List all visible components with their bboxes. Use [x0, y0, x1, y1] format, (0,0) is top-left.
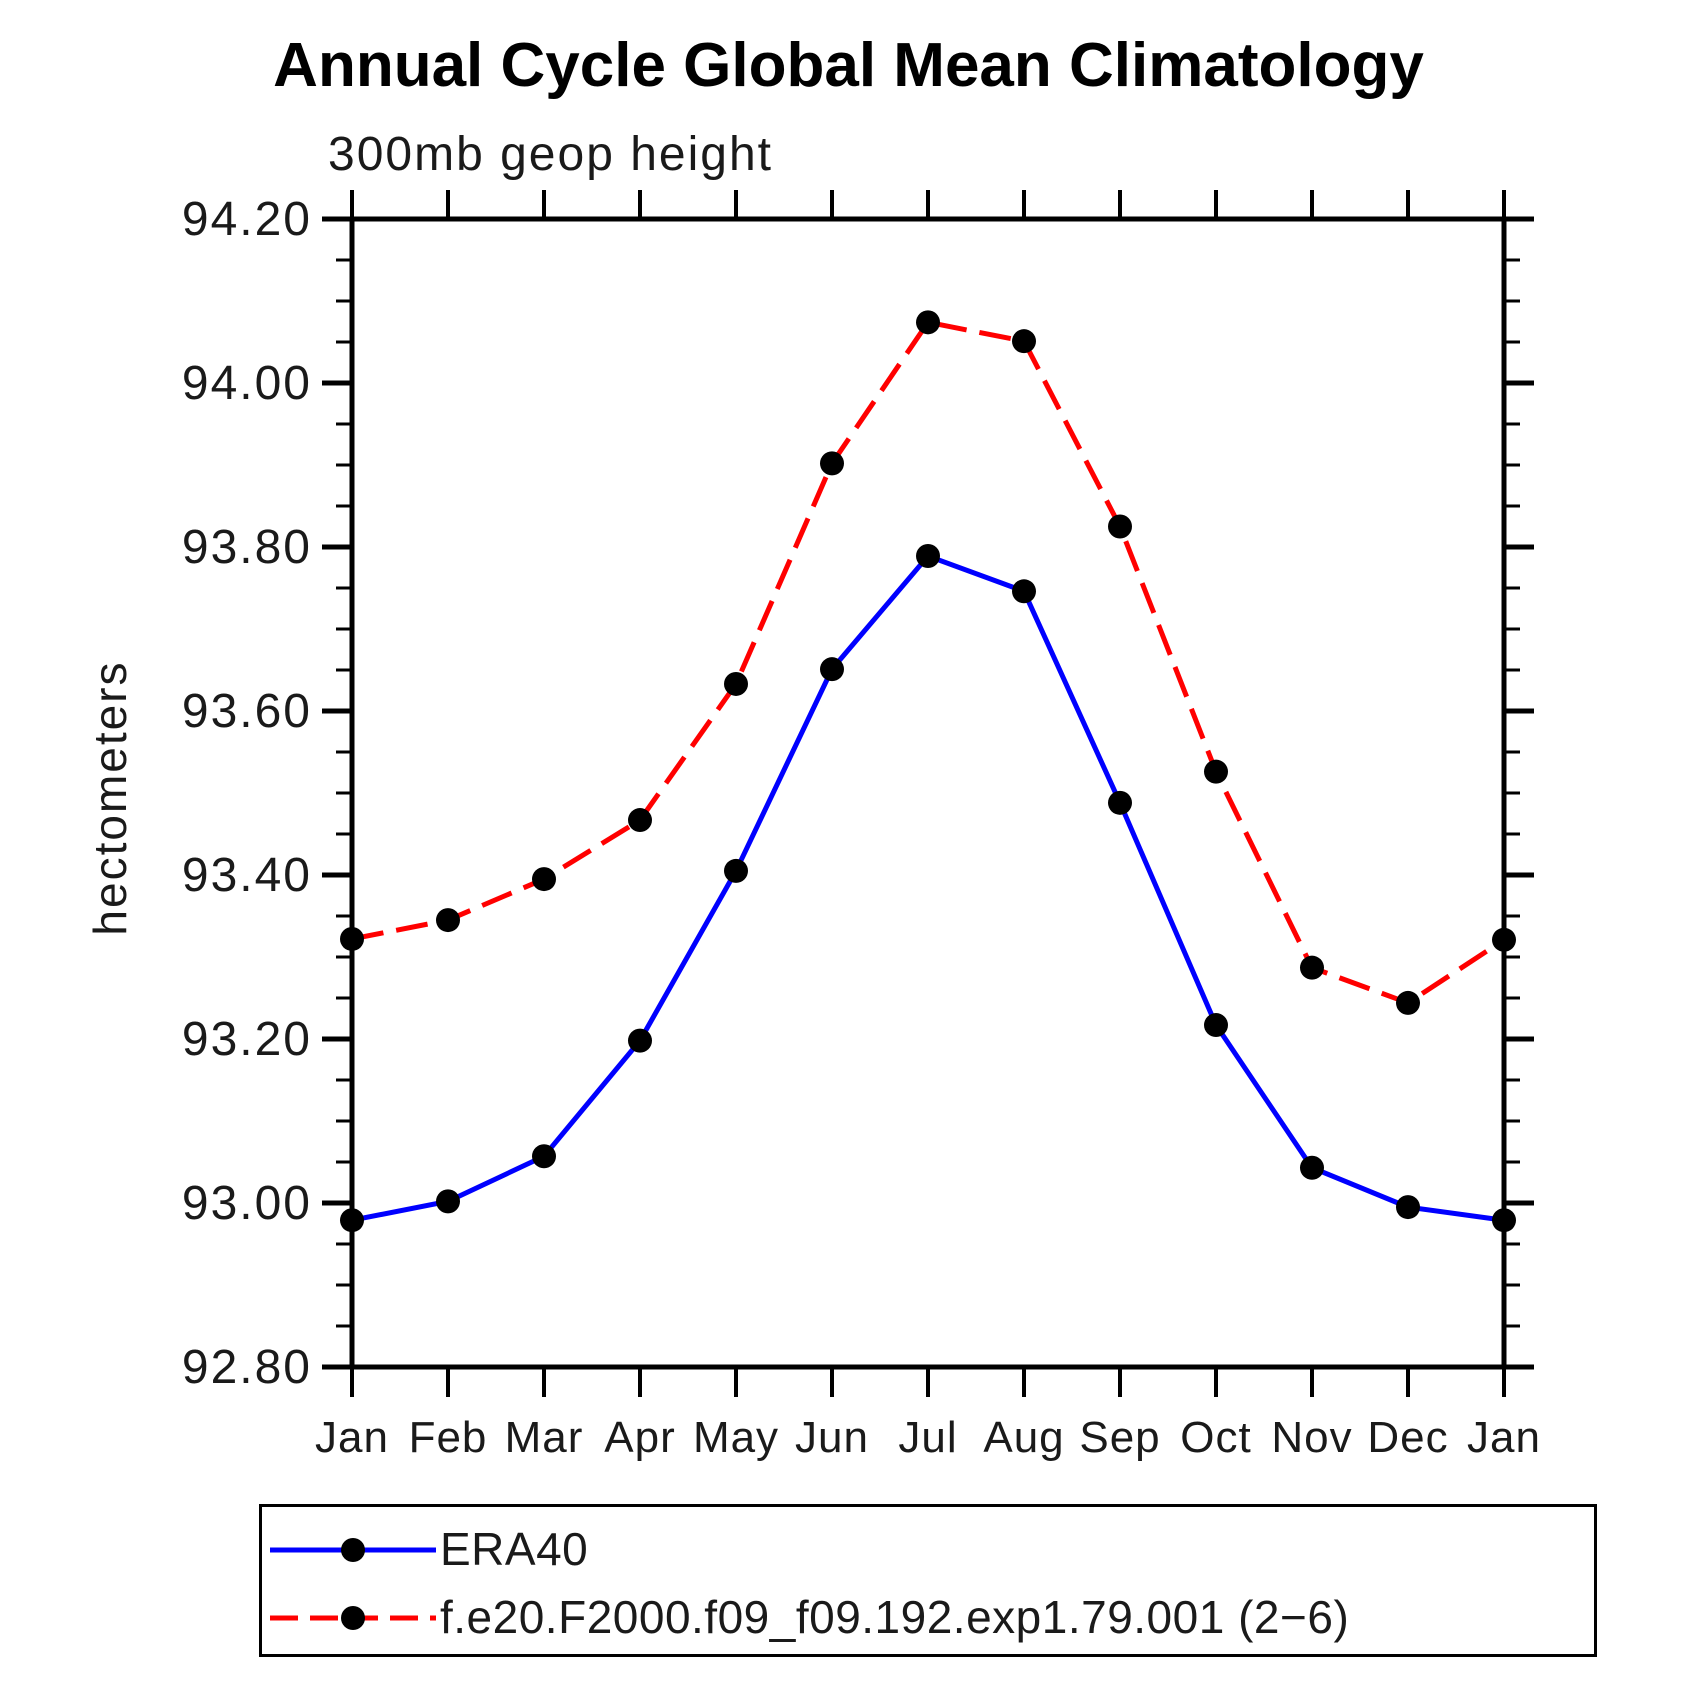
x-tick-label: Jan [1467, 1413, 1541, 1462]
data-point [916, 544, 940, 569]
x-tick-label: Jan [315, 1413, 389, 1462]
data-point [724, 671, 748, 696]
x-tick-label: Dec [1367, 1413, 1448, 1462]
y-tick-labels: 92.80 93.00 93.20 93.40 93.60 93.80 94.00 94.20 [182, 193, 312, 1394]
legend-label-era40: ERA40 [440, 1523, 589, 1575]
x-tick-label: Aug [983, 1413, 1064, 1462]
chart-title: Annual Cycle Global Mean Climatology [273, 31, 1424, 100]
data-point [340, 926, 364, 951]
legend-marker-era40 [341, 1538, 365, 1562]
y-tick-label: 93.20 [182, 1013, 312, 1066]
data-point [1396, 990, 1420, 1015]
data-point [1108, 790, 1132, 815]
data-point [916, 310, 940, 335]
data-point [532, 1144, 556, 1169]
data-point [628, 1028, 652, 1053]
data-point [532, 867, 556, 892]
x-tick-label: Jul [898, 1413, 957, 1462]
y-tick-label: 93.80 [182, 521, 312, 574]
series-line-f.e20.F2000.f09_f09.192.exp1.79.001 (2−6) [351, 319, 1506, 1006]
data-point [1012, 579, 1036, 604]
y-tick-label: 93.00 [182, 1177, 312, 1230]
y-tick-label: 92.80 [182, 1341, 312, 1394]
x-tick-label: Sep [1079, 1413, 1160, 1462]
x-tick-labels: Jan Feb Mar Apr May Jun Jul Aug Sep Oct Nov Dec Jan [315, 1413, 1541, 1462]
legend-samples [270, 1538, 436, 1630]
x-tick-label: Nov [1271, 1413, 1352, 1462]
legend-label-model: f.e20.F2000.f09_f09.192.exp1.79.001 (2−6… [440, 1591, 1350, 1643]
data-point [724, 858, 748, 883]
x-tick-label: Feb [409, 1413, 488, 1462]
plot-frame [349, 216, 1507, 1370]
data-point [1012, 329, 1036, 354]
data-point [628, 808, 652, 833]
data-point [1300, 1155, 1324, 1180]
x-tick-label: Jun [795, 1413, 869, 1462]
data-point [1300, 955, 1324, 980]
series-lines [351, 319, 1506, 1223]
y-tick-label: 93.60 [182, 685, 312, 738]
legend-box: ERA40 f.e20.F2000.f09_f09.192.exp1.79.00… [259, 1504, 1597, 1657]
data-point [820, 451, 844, 476]
data-point [1396, 1195, 1420, 1220]
axis-ticks [322, 190, 1534, 1397]
data-point [340, 1208, 364, 1233]
x-tick-label: May [693, 1413, 779, 1462]
data-point [1492, 1208, 1516, 1233]
data-point [820, 657, 844, 682]
x-tick-label: Mar [505, 1413, 584, 1462]
chart-subtitle: 300mb geop height [328, 128, 773, 181]
data-point [436, 1189, 460, 1214]
x-tick-label: Apr [604, 1413, 675, 1462]
data-point [436, 908, 460, 933]
data-point [1108, 514, 1132, 539]
series-markers [340, 310, 1516, 1233]
data-point [1492, 927, 1516, 952]
y-tick-label: 94.20 [182, 193, 312, 246]
legend-marker-model [341, 1606, 365, 1630]
data-point [1204, 759, 1228, 784]
x-tick-label: Oct [1180, 1413, 1251, 1462]
y-tick-label: 94.00 [182, 357, 312, 410]
data-point [1204, 1013, 1228, 1038]
y-tick-label: 93.40 [182, 849, 312, 902]
